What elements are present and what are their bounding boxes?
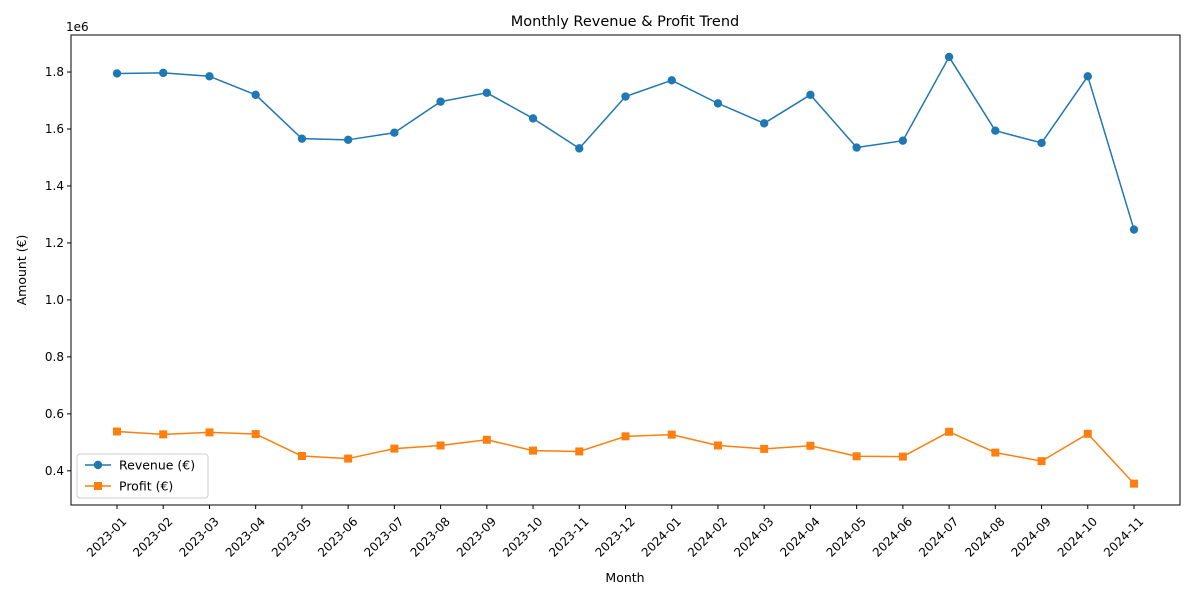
data-point — [159, 68, 168, 78]
data-point — [1130, 479, 1138, 488]
data-point — [113, 427, 121, 436]
data-point — [760, 444, 769, 453]
data-point — [806, 90, 815, 100]
data-point — [343, 135, 353, 145]
chart-title: Monthly Revenue & Profit Trend — [511, 14, 739, 30]
y-axis-label: Amount (€) — [14, 235, 29, 306]
data-point — [852, 143, 861, 152]
data-point — [575, 447, 584, 456]
y-tick-label: 1.6 — [45, 122, 64, 136]
y-offset-label: 1e6 — [66, 20, 89, 34]
data-point — [991, 126, 1000, 135]
data-point — [667, 430, 676, 439]
data-point — [112, 69, 122, 78]
data-point — [482, 88, 492, 98]
data-point — [159, 430, 168, 439]
data-point — [205, 428, 214, 437]
data-point — [482, 435, 491, 444]
y-tick-label: 1.4 — [45, 179, 64, 193]
y-axis: 0.4 0.6 0.8 1.0 1.2 1.4 1.6 1.8 — [45, 65, 71, 478]
data-point — [436, 441, 445, 450]
y-tick-label: 1.2 — [45, 236, 64, 250]
data-point — [528, 114, 538, 123]
y-tick-label: 1.8 — [45, 65, 64, 79]
data-point — [852, 452, 861, 461]
data-point — [436, 97, 445, 106]
legend-label: Profit (€) — [119, 479, 173, 494]
data-point — [991, 448, 1000, 457]
data-point — [945, 427, 954, 436]
legend: Revenue (€) Profit (€) — [76, 453, 209, 499]
data-point — [251, 90, 260, 100]
y-tick-label: 1.0 — [45, 293, 64, 307]
data-point — [944, 52, 954, 62]
y-tick-label: 0.8 — [45, 350, 64, 364]
data-point — [1037, 138, 1046, 148]
data-point — [898, 452, 907, 461]
data-point — [1083, 72, 1092, 81]
data-point — [713, 441, 722, 450]
y-tick-label: 0.4 — [45, 464, 64, 478]
data-point — [251, 430, 260, 439]
data-point — [529, 446, 538, 455]
data-point — [621, 432, 630, 441]
data-point — [1037, 457, 1046, 466]
data-point — [297, 452, 306, 461]
data-point — [759, 119, 769, 128]
data-point — [297, 134, 307, 143]
plot-area — [112, 52, 1139, 488]
data-point — [1129, 225, 1139, 234]
data-point — [575, 144, 584, 153]
x-axis-label: Month — [605, 570, 644, 585]
data-point — [667, 76, 676, 85]
data-point — [806, 441, 815, 450]
legend-label: Revenue (€) — [119, 458, 195, 473]
legend-marker — [93, 460, 103, 470]
data-point — [390, 444, 399, 453]
data-point — [898, 136, 908, 145]
data-point — [713, 99, 723, 108]
legend-marker — [94, 482, 102, 490]
data-point — [344, 454, 353, 463]
data-point — [1083, 429, 1092, 438]
data-point — [205, 72, 214, 81]
data-point — [390, 128, 399, 137]
y-tick-label: 0.6 — [45, 407, 64, 421]
data-point — [621, 92, 630, 101]
